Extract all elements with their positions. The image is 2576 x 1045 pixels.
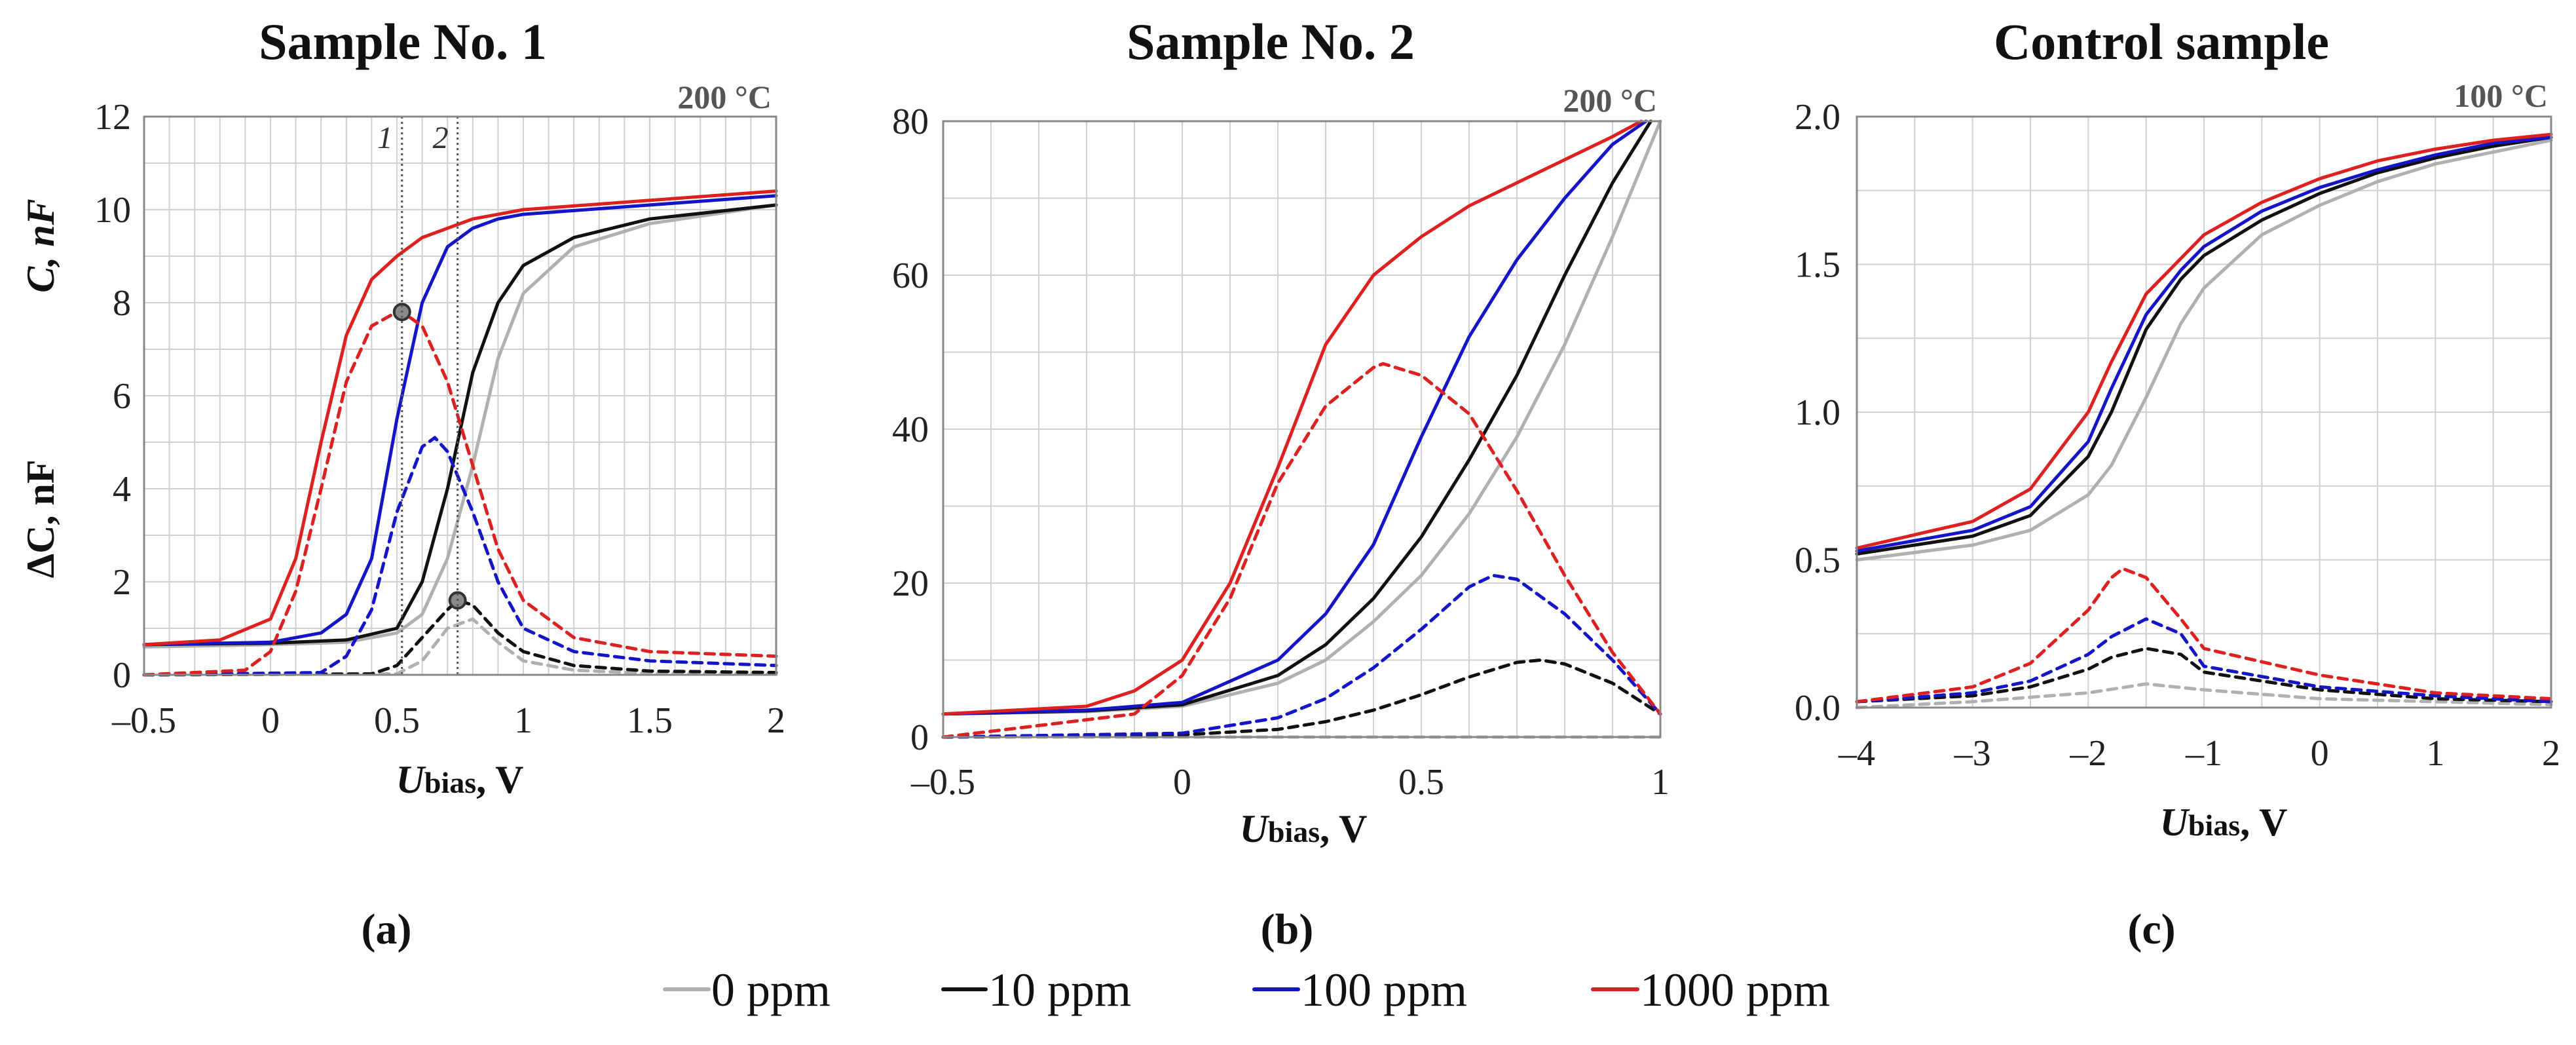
- panel-c-y-ticks: 0.0 0.5 1.0 1.5 2.0: [1795, 97, 1840, 729]
- x-tick-label: 0: [1173, 762, 1191, 803]
- x-tick-label: 0: [2311, 733, 2329, 774]
- x-tick-label: 1: [1651, 762, 1670, 803]
- x-tick-label: 0.5: [374, 700, 420, 741]
- series-1000ppm-solid: [941, 119, 1643, 716]
- y-tick-label: 10: [94, 190, 131, 231]
- legend-entry-0ppm: 0 ppm: [663, 964, 831, 1016]
- y-tick-label: 12: [94, 97, 131, 138]
- legend-label-100ppm: 100 ppm: [1301, 964, 1467, 1016]
- panel-c-x-ticks: –4 –3 –2 –1 0 1 2: [1838, 733, 2560, 774]
- y-tick-label: 4: [113, 469, 131, 510]
- panel-a-label: (a): [362, 905, 412, 953]
- series-100ppm-solid: [142, 194, 778, 647]
- x-tick-label: –0.5: [910, 762, 975, 803]
- y-tick-label: 0.5: [1795, 541, 1840, 581]
- panel-c-xlabel: Ubias, V: [2160, 801, 2288, 844]
- legend-entry-1000ppm: 1000 ppm: [1591, 964, 1830, 1016]
- panel-a-ylabel-bottom: ΔC, nF: [19, 460, 62, 579]
- y-tick-label: 6: [113, 376, 131, 417]
- legend-entry-100ppm: 100 ppm: [1252, 964, 1467, 1016]
- series-1000ppm-dashed: [1855, 567, 2553, 704]
- series-1000ppm-solid: [142, 189, 778, 647]
- panel-b-temperature: 200 °C: [1563, 82, 1657, 119]
- x-tick-label: 2: [2542, 733, 2560, 774]
- x-tick-label: –3: [1954, 733, 1991, 774]
- x-tick-label: –2: [2069, 733, 2106, 774]
- panel-c-frame: [1856, 115, 2552, 709]
- y-tick-label: 2: [113, 562, 131, 603]
- x-tick-label: –4: [1838, 733, 1875, 774]
- marker-label-2: 2: [433, 121, 449, 155]
- panel-a-ylabel-top: C, nF: [19, 199, 62, 292]
- series-10ppm-solid: [941, 119, 1652, 716]
- y-tick-label: 40: [892, 409, 929, 450]
- panel-c-series: [1855, 132, 2553, 710]
- series-1000ppm-dashed: [142, 310, 778, 677]
- series-0ppm-dashed: [142, 617, 778, 677]
- panel-b-x-ticks: –0.5 0 0.5 1: [910, 762, 1670, 803]
- y-tick-label: 20: [892, 563, 929, 604]
- marker-label-1: 1: [377, 121, 393, 155]
- series-10ppm-solid: [1855, 136, 2553, 556]
- y-tick-label: 2.0: [1795, 97, 1840, 138]
- panel-b-grid: [943, 121, 1660, 737]
- series-10ppm-solid: [142, 203, 778, 647]
- x-tick-label: 0: [261, 700, 280, 741]
- series-0ppm-solid: [142, 203, 778, 649]
- panel-a-y-ticks: 0 2 4 6 8 10 12: [94, 97, 131, 696]
- panel-a-xlabel: Ubias, V: [396, 758, 524, 801]
- panel-b-label: (b): [1261, 905, 1314, 953]
- panel-a-series: [142, 189, 778, 677]
- series-100ppm-solid: [941, 119, 1648, 716]
- y-tick-label: 60: [892, 256, 929, 296]
- panel-b-frame: [942, 120, 1662, 738]
- x-tick-label: 0.5: [1398, 762, 1444, 803]
- x-tick-label: –1: [2185, 733, 2222, 774]
- panel-c-temperature: 100 °C: [2454, 77, 2548, 114]
- series-100ppm-solid: [1855, 136, 2553, 553]
- panel-a-temperature: 200 °C: [677, 79, 772, 115]
- series-1000ppm-solid: [1855, 132, 2553, 550]
- x-tick-label: 2: [767, 700, 785, 741]
- series-1000ppm-dashed: [941, 362, 1662, 739]
- y-tick-label: 0.0: [1795, 688, 1840, 729]
- panel-a-x-ticks: –0.5 0 0.5 1 1.5 2: [111, 700, 785, 741]
- y-tick-label: 1.5: [1795, 245, 1840, 286]
- x-tick-label: –0.5: [111, 700, 176, 741]
- series-0ppm-solid: [941, 119, 1662, 716]
- series-0ppm-solid: [1855, 138, 2553, 561]
- legend-label-10ppm: 10 ppm: [988, 964, 1131, 1016]
- x-tick-label: 1: [514, 700, 532, 741]
- legend-label-1000ppm: 1000 ppm: [1640, 964, 1830, 1016]
- panel-a-grid: [144, 117, 776, 675]
- panel-b-y-ticks: 0 20 40 60 80: [892, 102, 929, 758]
- y-tick-label: 1.0: [1795, 392, 1840, 433]
- y-tick-label: 80: [892, 102, 929, 142]
- y-tick-label: 8: [113, 283, 131, 324]
- panel-a-frame: [143, 115, 777, 676]
- panel-c-title: Control sample: [1994, 13, 2329, 70]
- series-100ppm-dashed: [142, 436, 778, 677]
- panel-c-grid: [1857, 117, 2551, 708]
- panel-c: Control sample 100 °C –4 –3 –2 –1 0 1 2 0.0 0.5…: [1795, 13, 2560, 953]
- series-100ppm-dashed: [1855, 617, 2553, 704]
- legend-label-0ppm: 0 ppm: [711, 964, 831, 1016]
- series-0ppm-dashed: [1855, 682, 2553, 710]
- panel-a-title: Sample No. 1: [259, 13, 547, 70]
- panel-b-xlabel: Ubias, V: [1240, 807, 1368, 850]
- panel-b: Sample No. 2 200 °C –0.5 0 0.5 1 020406080 …: [892, 13, 1670, 953]
- x-tick-label: 1: [2426, 733, 2444, 774]
- legend: 0 ppm 10 ppm 100 ppm 1000 ppm: [663, 964, 1830, 1016]
- panel-b-title: Sample No. 2: [1127, 13, 1415, 70]
- series-100ppm-dashed: [941, 573, 1662, 739]
- series-10ppm-dashed: [941, 658, 1662, 739]
- panel-c-label: (c): [2127, 905, 2175, 953]
- y-tick-label: 0: [113, 655, 131, 696]
- y-tick-label: 0: [910, 717, 929, 758]
- legend-entry-10ppm: 10 ppm: [941, 964, 1131, 1016]
- x-tick-label: 1.5: [627, 700, 673, 741]
